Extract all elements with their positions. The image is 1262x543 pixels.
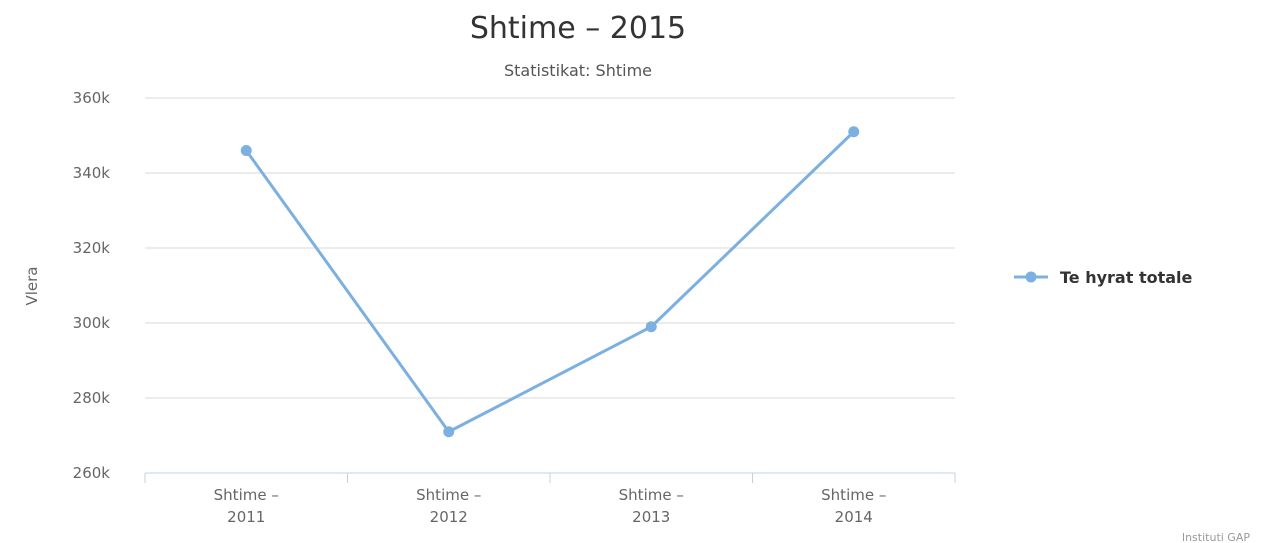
y-tick-label: 320k (73, 239, 111, 257)
gridlines (145, 97, 955, 399)
x-tick-label: Shtime –2014 (821, 486, 886, 526)
y-tick-label: 260k (73, 464, 111, 482)
legend-item-label[interactable]: Te hyrat totale (1060, 268, 1193, 287)
y-tick-label: 340k (73, 164, 111, 182)
legend-marker-icon (1025, 271, 1037, 283)
y-tick-label: 280k (73, 389, 111, 407)
chart-subtitle: Statistikat: Shtime (504, 61, 652, 80)
y-axis-tick-labels: 260k 280k 300k 320k 340k 360k (73, 89, 111, 482)
series-layer (240, 126, 860, 438)
y-tick-label: 360k (73, 89, 111, 107)
x-tick-label: Shtime –2013 (619, 486, 684, 526)
series-line (244, 130, 856, 434)
chart-title: Shtime – 2015 (470, 11, 686, 46)
y-tick-label: 300k (73, 314, 111, 332)
x-tick-label: Shtime –2011 (214, 486, 279, 526)
x-axis: Shtime –2011 Shtime –2012 Shtime –2013 Shti… (144, 472, 956, 526)
data-point[interactable] (848, 126, 860, 138)
data-point[interactable] (645, 321, 657, 333)
y-axis-label: Vlera (23, 266, 41, 305)
data-point[interactable] (240, 145, 252, 156)
x-tick-label: Shtime –2012 (416, 486, 481, 526)
legend[interactable]: Te hyrat totale (1014, 268, 1193, 287)
chart-credit[interactable]: Instituti GAP (1182, 531, 1251, 543)
data-point[interactable] (443, 426, 455, 438)
